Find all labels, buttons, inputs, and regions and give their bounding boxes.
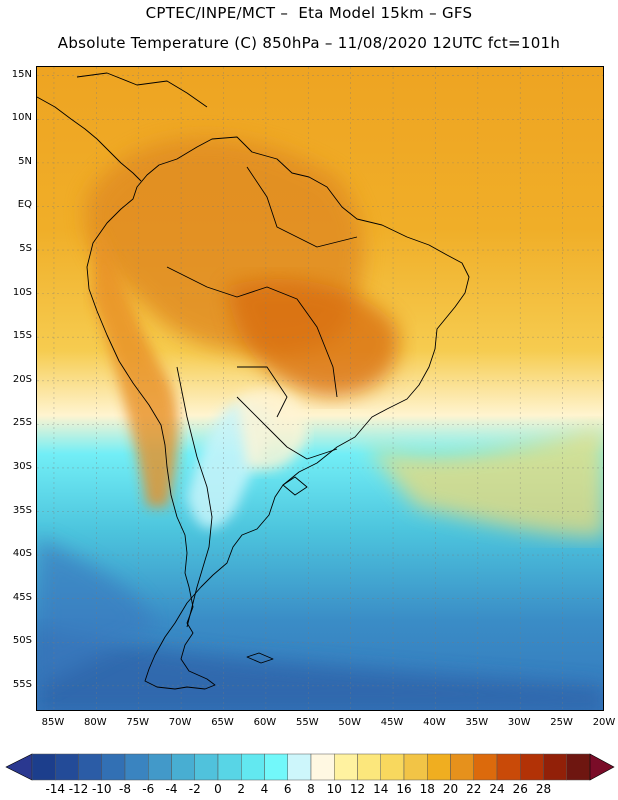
colorbar-swatch [101,753,126,781]
latitude-label: 55S [12,678,32,690]
colorbar-swatch [520,753,544,781]
colorbar-swatch [473,753,498,781]
latitude-label: 25S [12,417,32,429]
border-andes [176,366,213,628]
colorbar-tick-label: 0 [214,782,222,796]
longitude-label: 55W [295,717,319,728]
coastlines [37,72,470,690]
latitude-label: 10S [12,286,32,298]
colorbar-tick-label: -12 [68,782,89,796]
colorbar-swatch [357,753,381,781]
longitude-label: 70W [168,717,192,728]
colorbar-swatch [217,753,242,781]
longitude-label: 50W [338,717,361,728]
colorbar-tick-label: 22 [466,782,482,796]
latitude-label: 40S [12,548,32,560]
colorbar-tick-label: -8 [119,782,131,796]
longitude-label: 20W [592,717,616,728]
temperature-map [37,67,603,710]
latitude-label: 35S [12,504,32,516]
colorbar-swatch [55,753,79,781]
field-hot-andes [92,227,179,507]
colorbar-tick-label: 12 [349,782,366,796]
colorbar-tick-label: 16 [396,782,412,796]
colorbar-swatch [496,753,521,781]
colorbar-swatch [380,753,405,781]
colorbar-tick-label: 28 [535,782,552,796]
colorbar-swatch [241,753,265,781]
latitude-label: 20S [12,373,32,385]
colorbar-swatch [264,753,288,781]
latitude-label: 5N [18,155,32,167]
title-line-1: CPTEC/INPE/MCT – Eta Model 15km – GFS [145,4,473,22]
latitude-label: EQ [17,199,32,211]
longitude-label: 25W [550,717,573,728]
colorbar-swatch [124,753,149,781]
colorbar-swatch [31,753,56,781]
colorbar-swatch [543,753,567,781]
colorbar-low-arrow [5,753,33,781]
latitude-label: 30S [12,460,32,472]
colorbar-tick-label: 6 [283,782,292,796]
title-line-2: Absolute Temperature (C) 850hPa – 11/08/… [57,34,561,52]
colorbar-swatch [78,753,102,781]
colorbar-tick-label: 14 [373,782,389,796]
latitude-label: 5S [19,243,32,255]
longitude-label: 45W [380,717,404,728]
longitude-label: 40W [423,717,446,728]
colorbar-swatch [450,753,474,781]
latitude-label: 15N [11,68,32,80]
colorbar-tick-label: -10 [91,782,112,796]
colorbar [5,753,615,781]
colorbar-tick-label: 8 [307,782,315,796]
colorbar-tick-label: 2 [237,782,246,796]
map-panel[interactable] [36,66,604,711]
latitude-label: 45S [12,591,32,603]
coast-caribbean [76,72,208,108]
colorbar-swatch [148,753,172,781]
colorbar-tick-label: 20 [442,782,459,796]
colorbar-tick-label: -6 [142,782,155,796]
longitude-label: 35W [465,717,489,728]
field-neutral-tongue [237,389,307,471]
colorbar-swatch [427,753,451,781]
longitude-label: 80W [84,717,107,728]
colorbar-tick-label: 4 [260,782,269,796]
field-cold-south [37,627,603,710]
colorbar-tick-label: 24 [489,782,505,796]
longitude-label: 65W [211,717,234,728]
colorbar-swatch [171,753,195,781]
colorbar-swatch [566,753,591,781]
colorbar-tick-label: -2 [188,782,201,796]
colorbar-high-arrow [589,753,615,781]
colorbar-swatch [194,753,219,781]
longitude-label: 85W [41,717,65,728]
colorbar-tick-label: 10 [326,782,342,796]
coast-south-america [86,136,470,690]
border-paraguay [237,366,288,418]
field-cold-southwest [37,537,157,687]
colorbar-tick-label: -4 [165,782,178,796]
rio-de-la-plata [282,476,308,496]
border-argentina [236,396,338,460]
longitude-label: 75W [126,717,150,728]
colorbar-swatch [287,753,312,781]
coast-central-america [37,96,142,182]
field-hot-center [227,279,399,397]
latitude-label: 10N [11,112,32,124]
latitude-label: 50S [12,635,32,647]
colorbar-swatch [310,753,335,781]
colorbar-tick-label: -14 [45,782,66,796]
field-warm-east [367,427,603,537]
longitude-label: 30W [507,717,531,728]
falkland-islands [246,652,274,664]
border-brazil-west [166,266,338,398]
colorbar-swatch [334,753,358,781]
colorbar-tick-label: 26 [512,782,528,796]
longitude-label: 60W [253,717,277,728]
border-brazil-north [246,166,358,248]
latitude-label: 15S [12,330,32,342]
colorbar-tick-label: 18 [419,782,435,796]
colorbar-swatch [403,753,428,781]
